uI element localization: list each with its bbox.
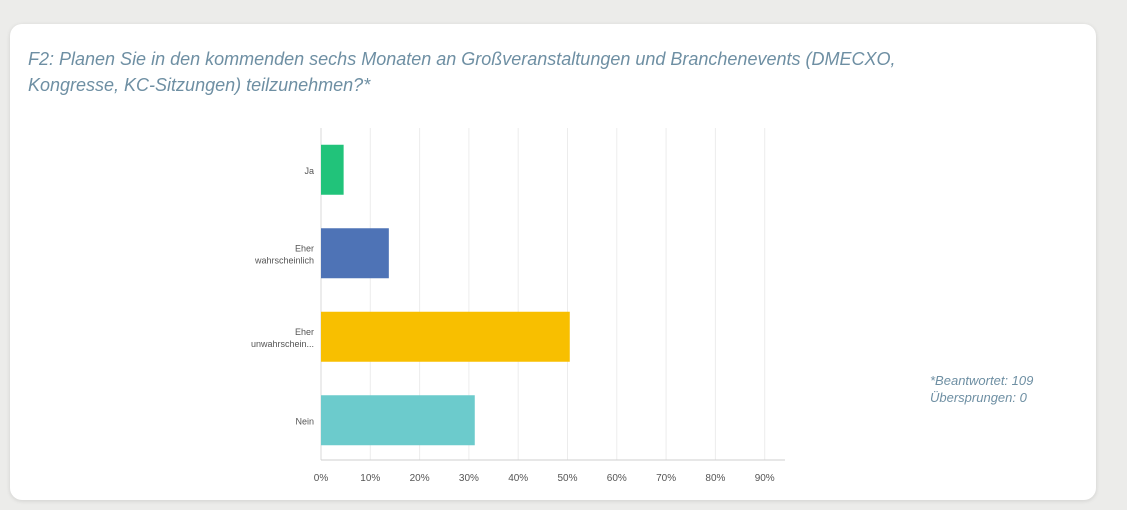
question-card: F2: Planen Sie in den kommenden sechs Mo… [10, 24, 1096, 500]
bar [321, 228, 389, 279]
x-tick-label: 70% [656, 473, 676, 484]
question-title-line-1: F2: Planen Sie in den kommenden sechs Mo… [28, 49, 896, 69]
x-tick-label: 20% [410, 473, 430, 484]
category-label: wahrscheinlich [254, 255, 314, 265]
response-stats: *Beantwortet: 109 Übersprungen: 0 [930, 372, 1033, 406]
category-label: Eher [295, 327, 314, 337]
x-tick-label: 30% [459, 473, 479, 484]
x-tick-label: 90% [755, 473, 775, 484]
x-tick-label: 60% [607, 473, 627, 484]
skipped-count: Übersprungen: 0 [930, 390, 1027, 405]
category-label: Nein [295, 416, 314, 426]
x-tick-label: 80% [705, 473, 725, 484]
question-title-line-2: Kongresse, KC-Sitzungen) teilzunehmen?* [28, 75, 371, 95]
bar [321, 395, 475, 446]
bar [321, 311, 570, 362]
category-label: unwahrschein... [251, 339, 314, 349]
x-tick-label: 0% [314, 473, 329, 484]
answered-count: *Beantwortet: 109 [930, 373, 1034, 388]
category-label: Ja [304, 166, 314, 176]
x-tick-label: 40% [508, 473, 528, 484]
x-tick-label: 50% [557, 473, 577, 484]
bar [321, 144, 344, 195]
question-title: F2: Planen Sie in den kommenden sechs Mo… [28, 46, 1068, 98]
category-label: Eher [295, 243, 314, 253]
x-tick-label: 10% [360, 473, 380, 484]
